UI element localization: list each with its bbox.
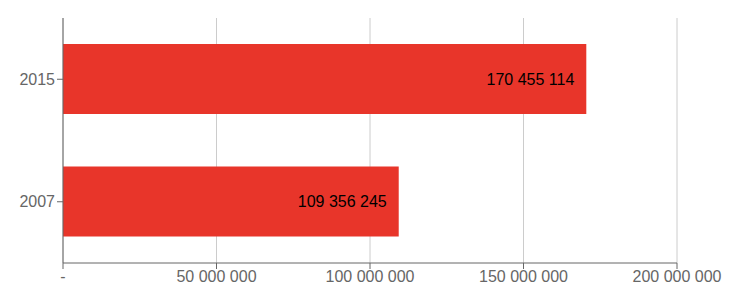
svg-text:170 455 114: 170 455 114 bbox=[487, 71, 575, 88]
svg-text:150 000 000: 150 000 000 bbox=[479, 268, 568, 285]
svg-text:100 000 000: 100 000 000 bbox=[326, 268, 415, 285]
svg-text:2007: 2007 bbox=[19, 193, 55, 210]
svg-text:50 000 000: 50 000 000 bbox=[176, 268, 256, 285]
svg-text:2015: 2015 bbox=[19, 71, 55, 88]
svg-text:109 356 245: 109 356 245 bbox=[298, 193, 387, 210]
svg-text:200 000 000: 200 000 000 bbox=[633, 268, 722, 285]
svg-text:-: - bbox=[60, 268, 65, 285]
